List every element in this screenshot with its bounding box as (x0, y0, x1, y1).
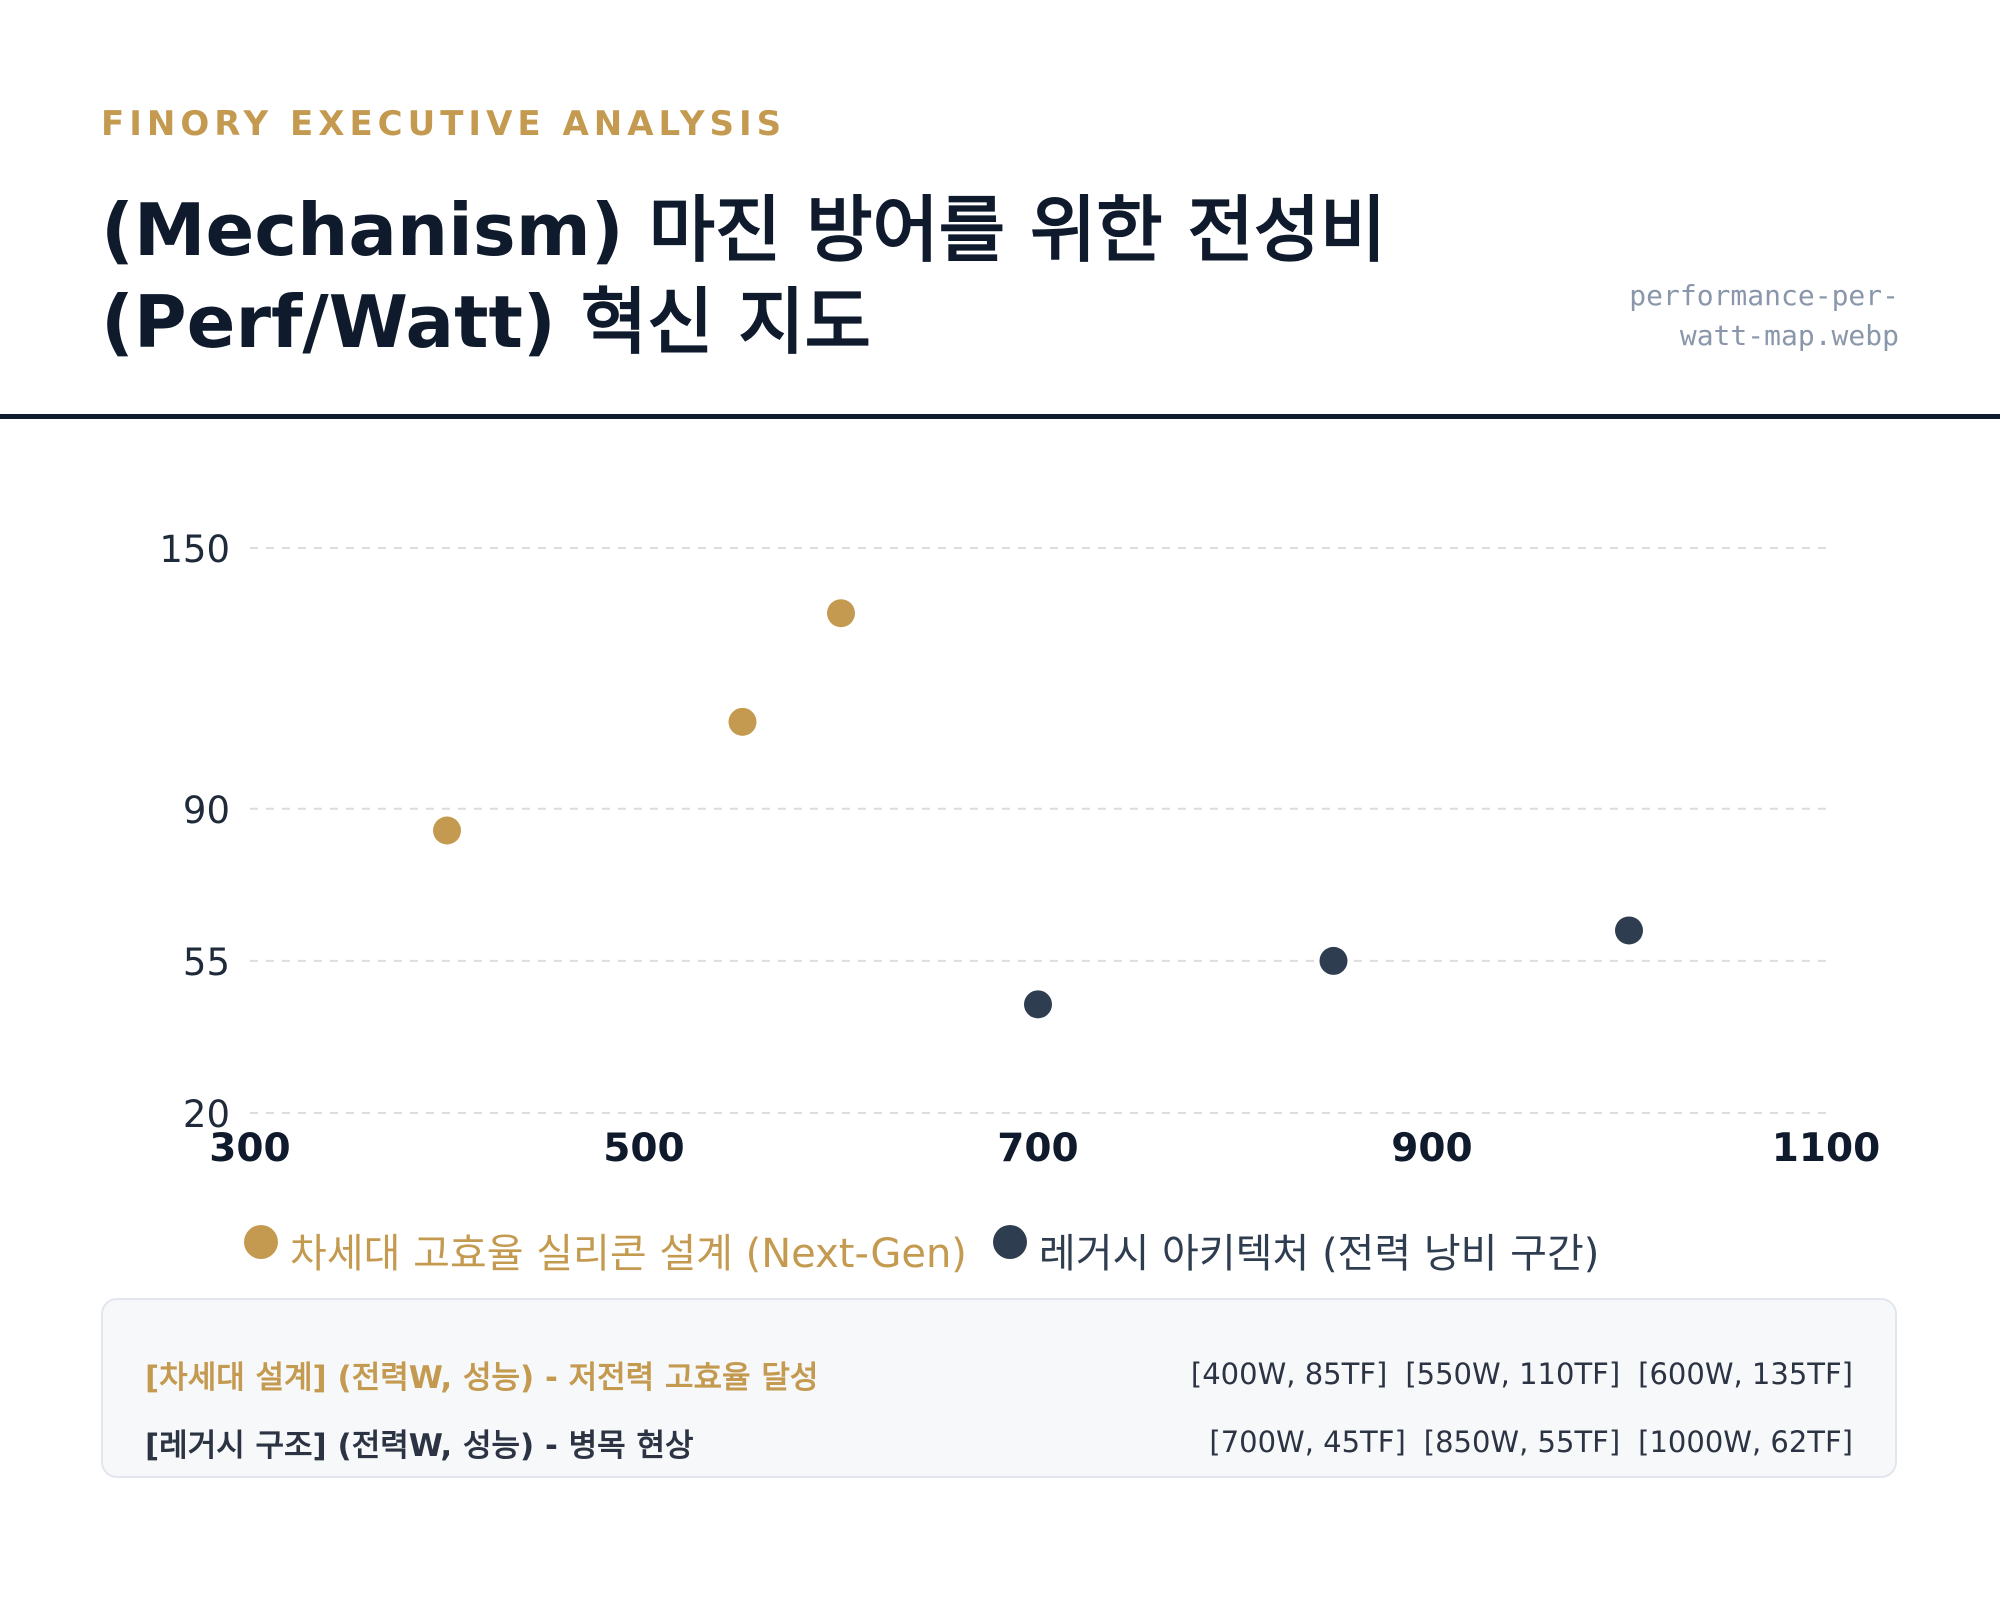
x-tick-label: 700 (997, 1126, 1078, 1171)
report-kicker: FINORY EXECUTIVE ANALYSIS (101, 104, 787, 144)
data-point-next-gen (433, 816, 461, 845)
summary-row-legacy: [레거시 구조] (전력W, 성능) - 병목 현상 [700W, 45TF] … (145, 1418, 1853, 1466)
page-title: (Mechanism) 마진 방어를 위한 전성비 (Perf/Watt) 혁신… (101, 188, 1387, 364)
image-filename: performance-per-watt-map.webp (1629, 279, 1899, 352)
y-tick-label: 90 (183, 789, 230, 832)
data-point-legacy (1024, 990, 1052, 1019)
data-summary-panel: [차세대 설계] (전력W, 성능) - 저전력 고효율 달성 [400W, 8… (101, 1298, 1897, 1478)
summary-value: [700W, 45TF] (1209, 1425, 1406, 1459)
summary-value: [1000W, 62TF] (1638, 1425, 1853, 1459)
summary-value: [850W, 55TF] (1423, 1425, 1621, 1459)
x-tick-label: 300 (209, 1126, 290, 1171)
chart-legend: 차세대 고효율 실리콘 설계 (Next-Gen) 레거시 아키텍처 (전력 낭… (244, 1224, 1625, 1284)
summary-value: [600W, 135TF] (1638, 1357, 1853, 1391)
summary-values-legacy: [700W, 45TF] [850W, 55TF] [1000W, 62TF] (1209, 1425, 1853, 1459)
legend-item-next-gen[interactable]: 차세대 고효율 실리콘 설계 (Next-Gen) (244, 1224, 967, 1284)
data-point-legacy (1319, 946, 1348, 975)
summary-label-legacy: [레거시 구조] (전력W, 성능) - 병목 현상 (145, 1427, 694, 1464)
legend-label-legacy: 레거시 아키텍처 (전력 낭비 구간) (1038, 1231, 1600, 1277)
summary-values-next-gen: [400W, 85TF] [550W, 110TF] [600W, 135TF] (1191, 1357, 1853, 1391)
y-tick-label: 20 (183, 1093, 230, 1136)
header-divider (0, 414, 2000, 419)
x-tick-label: 900 (1391, 1126, 1472, 1171)
legend-swatch-next-gen (244, 1225, 278, 1259)
y-tick-label: 55 (183, 941, 230, 984)
summary-label-next-gen: [차세대 설계] (전력W, 성능) - 저전력 고효율 달성 (145, 1359, 819, 1396)
summary-row-next-gen: [차세대 설계] (전력W, 성능) - 저전력 고효율 달성 [400W, 8… (145, 1350, 1853, 1398)
y-tick-label: 150 (159, 528, 230, 571)
legend-label-next-gen: 차세대 고효율 실리콘 설계 (Next-Gen) (290, 1231, 967, 1277)
data-point-next-gen (728, 707, 757, 736)
legend-item-legacy[interactable]: 레거시 아키텍처 (전력 낭비 구간) (992, 1224, 1600, 1284)
data-point-legacy (1615, 916, 1643, 945)
x-tick-label: 500 (603, 1126, 684, 1171)
x-tick-label: 1100 (1772, 1126, 1881, 1171)
summary-value: [550W, 110TF] (1405, 1357, 1621, 1391)
summary-value: [400W, 85TF] (1190, 1357, 1388, 1391)
data-point-next-gen (827, 599, 855, 628)
legend-swatch-legacy (992, 1225, 1027, 1259)
